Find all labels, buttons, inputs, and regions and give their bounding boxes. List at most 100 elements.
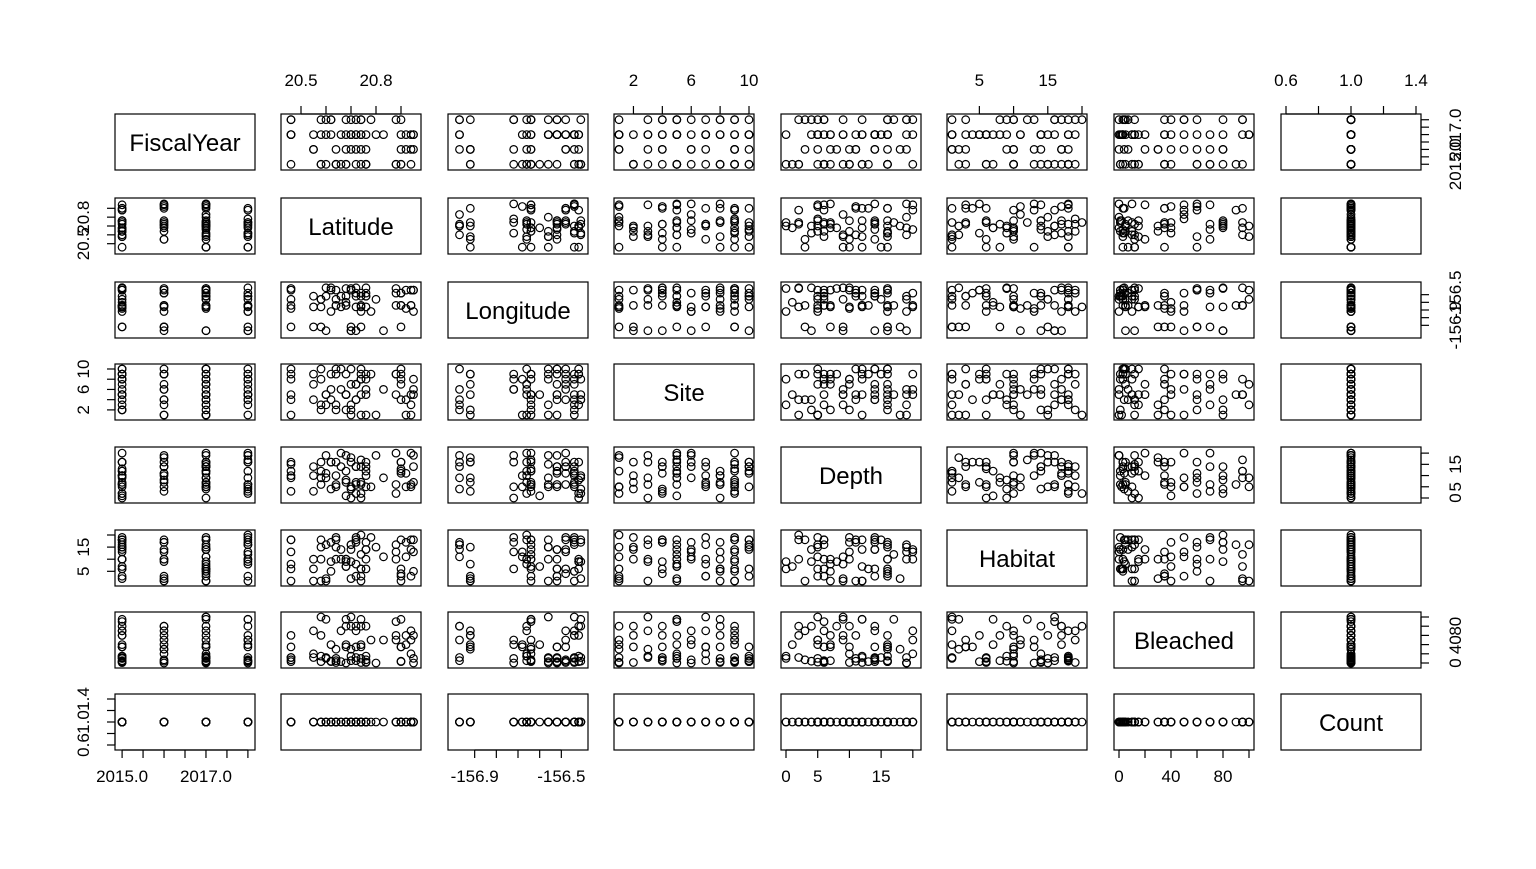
point-bleached-longitude-35 [552,642,562,652]
point-latitude-longitude-59 [543,232,553,242]
point-latitude-depth-33 [787,223,797,233]
panel-frame-site-count [1280,363,1422,421]
point-bleached-depth-20 [883,631,892,640]
point-latitude-longitude-51 [522,234,532,244]
x-tick-label-count-0: 0.6 [1274,71,1298,90]
point-longitude-fiscalyear-42 [117,283,127,293]
point-habitat-latitude-19 [356,576,366,586]
point-longitude-site-42 [672,283,682,293]
point-habitat-bleached-68 [1179,533,1189,542]
point-habitat-longitude-52 [543,535,553,545]
point-bleached-habitat-43 [975,631,984,640]
point-habitat-longitude-43 [569,566,579,576]
point-depth-site-61 [629,477,638,487]
point-longitude-depth-61 [826,301,835,310]
point-site-latitude-49 [346,410,356,420]
point-site-depth-14 [870,395,880,405]
point-fiscalyear-latitude-49 [346,144,356,154]
point-latitude-longitude-56 [465,234,475,244]
point-site-depth-61 [826,405,835,415]
point-habitat-site-60 [715,576,725,586]
point-site-fiscalyear-57 [243,395,253,405]
point-site-latitude-55 [316,374,326,384]
panel-frame-habitat-fiscalyear [114,529,256,587]
point-longitude-depth-52 [876,294,886,304]
point-longitude-habitat-35 [961,291,971,301]
point-latitude-depth-2 [794,205,804,215]
point-depth-latitude-29 [371,451,381,460]
point-latitude-bleached-7 [1179,200,1189,210]
point-bleached-site-34 [715,642,725,652]
point-depth-site-5 [657,468,667,478]
point-depth-fiscalyear-55 [243,480,253,489]
point-bleached-site-4 [686,626,696,636]
point-habitat-bleached-43 [1192,566,1202,576]
point-site-bleached-54 [1238,390,1247,400]
point-depth-fiscalyear-66 [243,457,253,467]
point-site-bleached-34 [1160,374,1169,384]
point-site-bleached-66 [1166,385,1176,394]
point-longitude-latitude-37 [406,301,416,310]
point-bleached-longitude-56 [465,626,475,636]
point-site-latitude-22 [331,364,341,374]
point-site-longitude-52 [543,369,553,379]
point-depth-site-67 [701,457,711,467]
point-fiscalyear-latitude-59 [316,130,326,140]
point-count-latitude-58 [351,717,361,727]
point-depth-longitude-35 [552,480,562,489]
point-depth-bleached-4 [1205,448,1215,458]
point-longitude-fiscalyear-67 [117,322,127,332]
point-site-bleached-24 [1192,390,1202,400]
point-latitude-habitat-2 [1009,205,1018,215]
point-depth-latitude-61 [341,477,351,487]
point-fiscalyear-habitat-14 [1057,144,1066,154]
point-depth-habitat-51 [1009,471,1018,481]
point-site-habitat-50 [1050,400,1059,410]
point-latitude-fiscalyear-34 [117,242,127,252]
point-count-site-68 [730,717,739,727]
point-longitude-latitude-67 [396,322,406,332]
point-habitat-latitude-33 [341,562,351,571]
point-fiscalyear-bleached-63 [1134,159,1143,169]
point-depth-fiscalyear-40 [243,448,253,458]
point-longitude-count-68 [1346,307,1356,316]
point-site-longitude-15 [517,410,527,420]
panel-frame-fiscalyear-bleached [1113,113,1255,171]
point-bleached-latitude-37 [406,649,416,659]
point-fiscalyear-latitude-55 [316,115,326,125]
point-depth-habitat-37 [1036,448,1046,458]
point-depth-latitude-58 [351,462,361,472]
point-depth-site-60 [715,466,725,476]
point-fiscalyear-bleached-51 [1140,144,1150,154]
x-tick-label-bleached-2: 40 [1162,767,1181,786]
panel-frame-depth-habitat [946,446,1088,504]
point-depth-fiscalyear-19 [159,477,169,487]
panel-frame-longitude-count [1280,281,1422,339]
point-fiscalyear-site-4 [686,159,696,169]
point-site-longitude-45 [552,410,562,420]
point-longitude-count-50 [1346,326,1356,336]
point-depth-latitude-42 [321,473,331,483]
point-depth-longitude-64 [526,480,536,489]
point-latitude-count-66 [1346,228,1356,238]
point-site-longitude-8 [526,400,536,410]
point-site-habitat-0 [1036,364,1046,374]
point-longitude-bleached-9 [1179,326,1189,336]
point-longitude-site-52 [730,294,739,304]
point-longitude-site-18 [715,283,725,293]
point-site-longitude-29 [543,410,553,420]
point-latitude-bleached-48 [1127,218,1137,227]
point-longitude-habitat-65 [947,291,957,301]
point-count-longitude-68 [509,717,519,727]
point-bleached-site-68 [730,635,739,645]
point-latitude-fiscalyear-45 [201,216,211,226]
point-latitude-longitude-35 [552,219,562,229]
point-depth-bleached-20 [1192,457,1202,467]
point-depth-fiscalyear-8 [159,457,169,467]
point-site-latitude-10 [409,385,418,394]
point-latitude-site-60 [715,203,725,213]
point-site-depth-21 [794,395,804,405]
point-fiscalyear-site-36 [744,115,754,125]
point-depth-fiscalyear-23 [159,462,169,472]
point-bleached-habitat-66 [1057,640,1066,649]
